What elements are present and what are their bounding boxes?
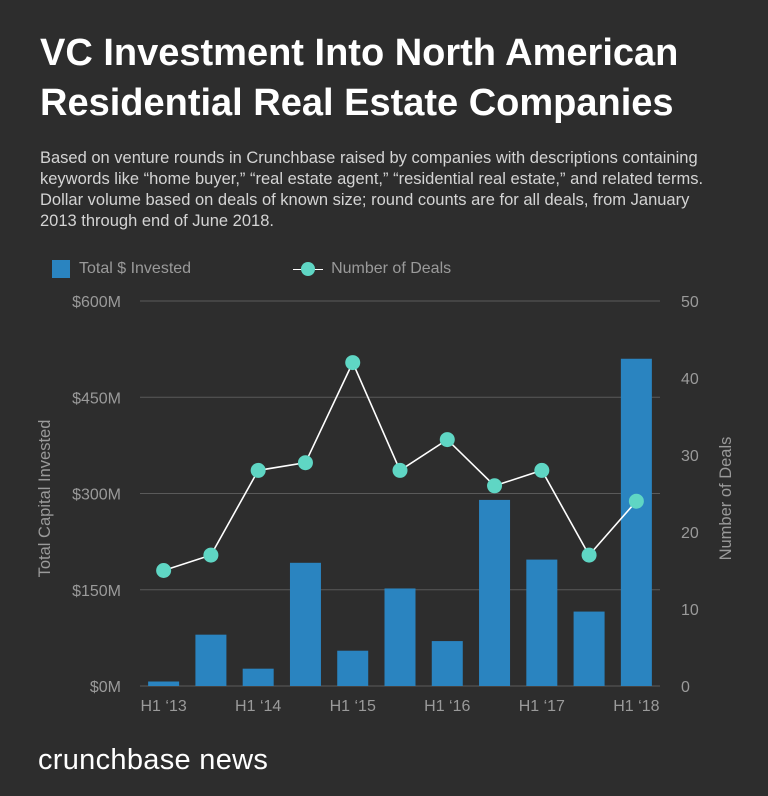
bar (573, 611, 605, 686)
brand-logo: crunchbase news (38, 744, 269, 776)
y-right-tick-label: 30 (681, 448, 699, 465)
y-right-tick-label: 40 (681, 371, 699, 388)
legend: Total $ Invested Number of Deals (52, 258, 451, 280)
combo-chart: $0M $150M $300M $450M $600M 0 10 20 30 40 50 Total … (36, 294, 735, 715)
bar (289, 562, 321, 686)
y-right-tick-label: 50 (681, 294, 699, 311)
deals-point (534, 462, 550, 478)
legend-line-swatch (293, 260, 324, 278)
y-left-tick-label: $300M (72, 487, 121, 504)
bar (479, 499, 511, 686)
y-right-axis-title: Number of Deals (717, 437, 735, 561)
bar (431, 641, 463, 686)
deals-point (487, 478, 503, 494)
chart-subtitle: Based on venture rounds in Crunchbase ra… (40, 149, 704, 230)
y-left-tick-label: $600M (72, 294, 121, 311)
x-tick-label: H1 ‘14 (235, 698, 281, 715)
x-tick-label: H1 ‘18 (613, 698, 659, 715)
x-tick-label: H1 ‘13 (141, 698, 187, 715)
y-right-tick-label: 0 (681, 679, 690, 696)
deals-point (250, 462, 266, 478)
deals-point (297, 455, 313, 471)
deals-point (581, 547, 597, 563)
x-tick-label: H1 ‘15 (330, 698, 376, 715)
bar (526, 559, 558, 686)
bar (384, 588, 416, 686)
deals-point (439, 432, 455, 448)
deals-point (203, 547, 219, 563)
bar (242, 668, 274, 686)
deals-point (345, 355, 361, 371)
y-left-tick-label: $150M (72, 583, 121, 600)
bar (337, 650, 369, 686)
legend-label-invested: Total $ Invested (79, 260, 192, 277)
deals-point (392, 462, 408, 478)
y-right-tick-label: 10 (681, 602, 699, 619)
y-right-tick-label: 20 (681, 525, 699, 542)
chart-title: VC Investment Into North American Reside… (40, 32, 679, 124)
deals-point (628, 493, 644, 509)
bar (148, 681, 180, 686)
x-tick-label: H1 ‘17 (519, 698, 565, 715)
bar (620, 358, 652, 686)
legend-bar-swatch (52, 260, 70, 278)
y-left-tick-label: $450M (72, 390, 121, 407)
bar (195, 634, 227, 686)
y-left-tick-label: $0M (90, 679, 121, 696)
y-left-axis-title: Total Capital Invested (36, 420, 54, 578)
deals-point (156, 563, 172, 578)
x-tick-label: H1 ‘16 (424, 698, 470, 715)
legend-label-deals: Number of Deals (331, 260, 452, 277)
